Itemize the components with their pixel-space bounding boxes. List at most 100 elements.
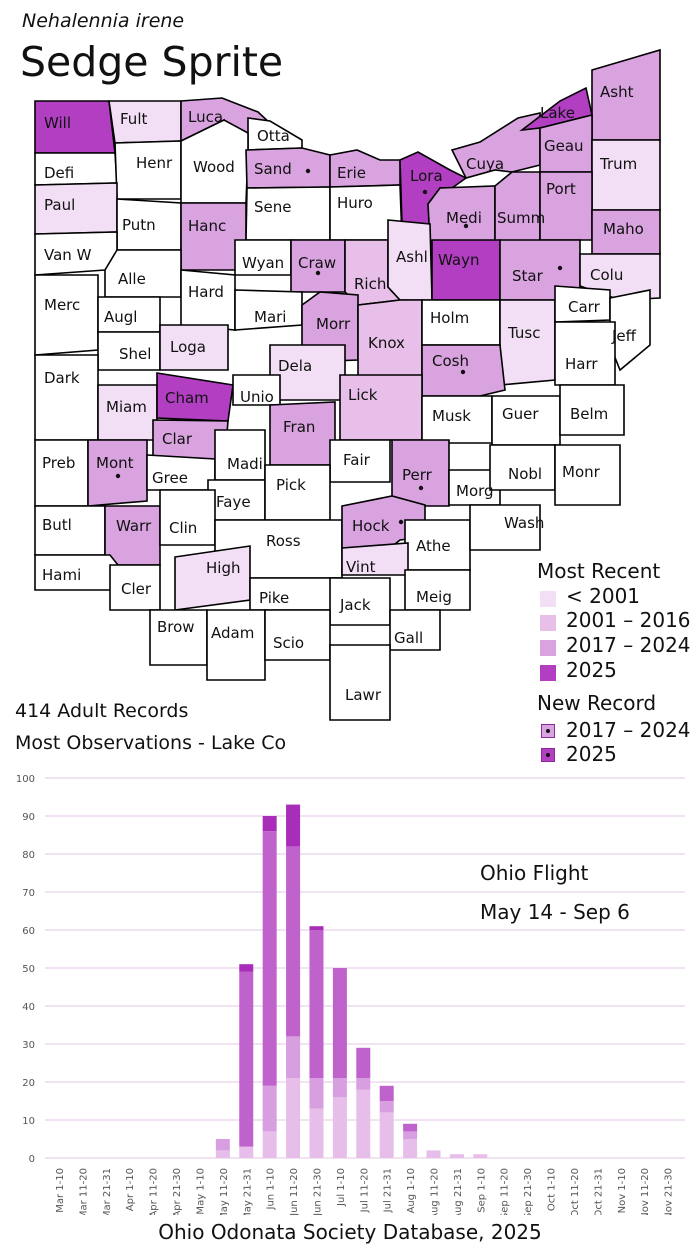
county-label: Cler bbox=[121, 580, 152, 598]
x-tick-label: Oct 21-31 bbox=[593, 1168, 604, 1215]
county-label: Perr bbox=[402, 466, 433, 484]
county-dark bbox=[34, 354, 99, 441]
y-tick-label: 40 bbox=[22, 1002, 35, 1013]
county-monr bbox=[554, 444, 621, 506]
county-label: Wash bbox=[504, 514, 544, 532]
county-meig bbox=[404, 569, 471, 611]
ohio-county-map: Will Fult Luca Otta Defi Henr Wood Sand Erie Lora… bbox=[34, 48, 661, 721]
x-tick-label: May 11-20 bbox=[219, 1168, 230, 1215]
county-warr bbox=[104, 505, 161, 566]
county-label: Lick bbox=[348, 386, 378, 404]
county-label: Jeff bbox=[611, 327, 637, 345]
county-label: Henr bbox=[136, 154, 173, 172]
county-label: Luca bbox=[188, 108, 223, 126]
source-footer: Ohio Odonata Society Database, 2025 bbox=[158, 1220, 542, 1244]
county-lawr bbox=[329, 644, 391, 721]
county-label: Dark bbox=[44, 369, 80, 387]
county-label: Madi bbox=[227, 455, 263, 473]
y-tick-label: 90 bbox=[22, 812, 35, 823]
county-label: Miam bbox=[106, 398, 147, 416]
county-label: High bbox=[206, 559, 240, 577]
county-label: Monr bbox=[562, 463, 601, 481]
bar-segment bbox=[286, 846, 301, 1037]
county-label: Craw bbox=[298, 254, 336, 272]
county-label: Hard bbox=[188, 283, 224, 301]
legend-title: Most Recent bbox=[537, 559, 661, 583]
bar-segment bbox=[286, 1036, 301, 1079]
bar-segment bbox=[309, 926, 324, 930]
county-label: Harr bbox=[565, 355, 598, 373]
bar-segment bbox=[403, 1131, 418, 1139]
x-tick-label: Sep 1-10 bbox=[476, 1168, 487, 1213]
county-label: Lawr bbox=[345, 686, 382, 704]
county-label: Tusc bbox=[507, 324, 540, 342]
county-label: Hock bbox=[352, 517, 390, 535]
county-label: Paul bbox=[44, 196, 75, 214]
county-label: Geau bbox=[544, 137, 584, 155]
y-tick-label: 30 bbox=[22, 1040, 35, 1051]
county-labels: Will Fult Luca Otta Defi Henr Wood Sand Erie Lora… bbox=[42, 83, 644, 704]
county-label: Warr bbox=[116, 517, 152, 535]
county-label: Alle bbox=[118, 270, 146, 288]
county-label: Pick bbox=[276, 476, 306, 494]
county-tusc bbox=[499, 299, 556, 386]
county-label: Star bbox=[512, 267, 544, 285]
county-belm bbox=[559, 384, 625, 436]
county-label: Medi bbox=[446, 209, 482, 227]
bar-segment bbox=[262, 1085, 277, 1132]
county-label: Morg bbox=[456, 482, 494, 500]
county-label: Hanc bbox=[188, 217, 226, 235]
county-label: Hami bbox=[42, 566, 81, 584]
bar-segment bbox=[403, 1139, 418, 1158]
x-tick-label: Aug 21-31 bbox=[453, 1168, 464, 1215]
county-label: Cham bbox=[165, 389, 209, 407]
new-record-dot-icon bbox=[546, 753, 550, 757]
most-observations: Most Observations - Lake Co bbox=[15, 732, 287, 754]
bar-segment bbox=[379, 1101, 394, 1113]
x-tick-label: Jul 11-20 bbox=[359, 1168, 370, 1213]
county-high bbox=[174, 545, 251, 611]
county-lick bbox=[339, 374, 423, 441]
bar-segment bbox=[286, 804, 301, 847]
county-label: Clar bbox=[162, 430, 193, 448]
county-label: Guer bbox=[502, 405, 539, 423]
county-label: Defi bbox=[44, 164, 74, 182]
bar-segment bbox=[403, 1123, 418, 1132]
county-label: Preb bbox=[42, 454, 75, 472]
new-record-swatch-2025 bbox=[541, 748, 555, 762]
bar-segment bbox=[379, 1085, 394, 1101]
county-gall bbox=[389, 609, 441, 651]
county-label: Ross bbox=[266, 532, 301, 550]
bar-segment bbox=[262, 816, 277, 832]
legend-label: 2017 – 2024 bbox=[566, 633, 691, 657]
legend-label: < 2001 bbox=[566, 584, 641, 608]
x-tick-label: Sep 11-20 bbox=[500, 1168, 511, 1215]
bar-segment bbox=[332, 968, 347, 1079]
county-label: Van W bbox=[44, 246, 92, 264]
x-tick-label: Jul 1-10 bbox=[336, 1168, 347, 1207]
new-record-dot-icon bbox=[398, 519, 404, 525]
bar-segment bbox=[286, 1078, 301, 1158]
x-tick-label: Oct 11-20 bbox=[570, 1168, 581, 1215]
county-label: Gree bbox=[152, 469, 188, 487]
county-label: Faye bbox=[216, 493, 251, 511]
county-label: Erie bbox=[337, 164, 366, 182]
flight-annotation-dates: May 14 - Sep 6 bbox=[480, 900, 630, 924]
county-label: Port bbox=[546, 180, 576, 198]
x-tick-label: Apr 11-20 bbox=[149, 1168, 160, 1215]
county-wayn bbox=[431, 239, 501, 301]
county-label: Musk bbox=[432, 407, 471, 425]
county-label: Belm bbox=[570, 405, 608, 423]
bar-segment bbox=[356, 1089, 371, 1158]
y-tick-label: 50 bbox=[22, 964, 35, 975]
county-label: Mont bbox=[96, 454, 134, 472]
county-label: Pike bbox=[259, 589, 289, 607]
x-tick-label: Jun 11-20 bbox=[289, 1168, 300, 1215]
y-tick-label: 60 bbox=[22, 926, 35, 937]
x-tick-label: Oct 1-10 bbox=[547, 1168, 558, 1211]
county-label: Cuya bbox=[466, 155, 504, 173]
county-label: Fran bbox=[283, 418, 315, 436]
y-tick-label: 10 bbox=[22, 1116, 35, 1127]
bar-segment bbox=[449, 1154, 464, 1158]
